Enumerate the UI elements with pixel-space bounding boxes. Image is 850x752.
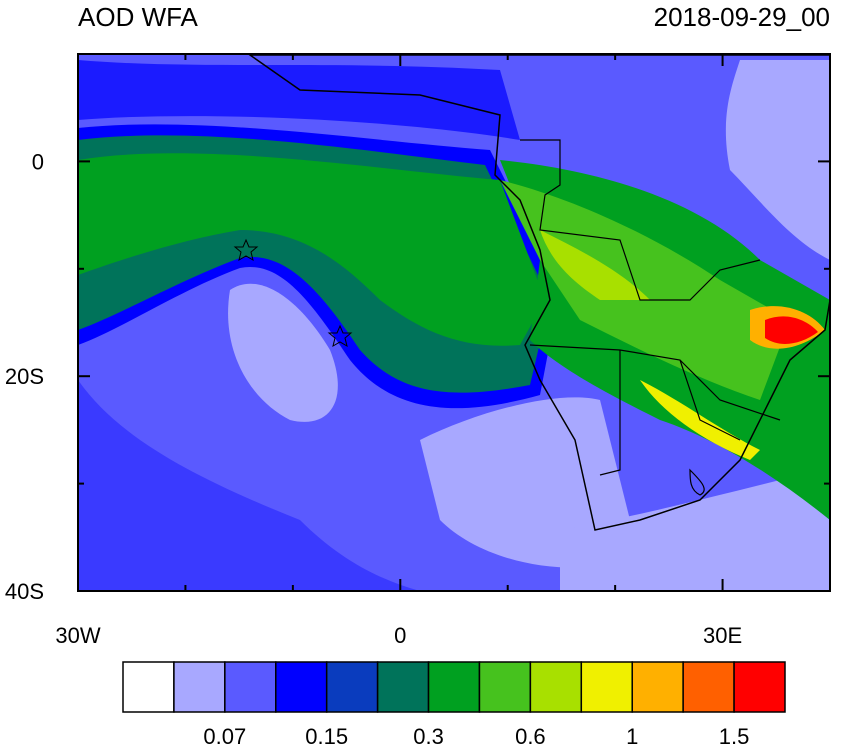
title: AOD WFA [78,2,199,32]
colorbar-label: 1.5 [719,724,750,747]
y-tick-label: 40S [5,579,44,604]
colorbar-box [580,661,633,713]
colorbar-label: 1 [626,724,638,747]
colorbar-label: 0.07 [203,724,246,747]
colorbar-box [631,661,684,713]
y-tick-label: 20S [5,364,44,389]
x-tick-label: 30E [703,623,742,648]
colorbar-box [224,661,277,713]
colorbar-box [376,661,430,713]
map-frame [77,53,831,592]
colorbar-label: 0.6 [515,724,546,747]
colorbar-box [173,661,226,713]
colorbar-box [122,661,175,713]
colorbar-box [325,661,379,713]
aod-field [78,54,830,591]
date: 2018-09-29_00 [654,2,830,32]
colorbar-box [529,661,583,713]
x-tick-label: 30W [55,623,100,648]
y-tick-label: 0 [32,149,44,174]
colorbar-box [733,661,786,713]
colorbar-box [427,661,481,713]
x-tick-label: 0 [394,623,406,648]
colorbar-box [478,661,532,713]
colorbar-box [275,661,328,713]
colorbar-box [682,661,735,713]
colorbar-label: 0.15 [305,724,348,747]
colorbar-label: 0.3 [413,724,444,747]
